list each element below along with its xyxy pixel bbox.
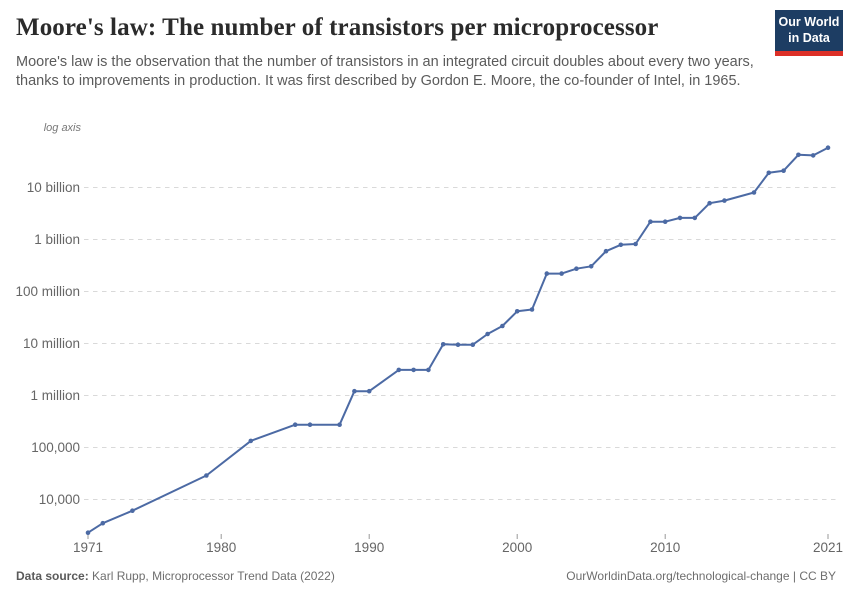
- y-axis-tick-label: 100,000: [31, 440, 80, 455]
- data-point-1993[interactable]: [411, 367, 416, 373]
- data-source-label: Data source:: [16, 569, 89, 583]
- y-axis-tick-label: 10 million: [23, 336, 80, 351]
- y-axis-tick-label: 1 million: [30, 388, 80, 403]
- owid-cc-link[interactable]: OurWorldinData.org/technological-change …: [566, 569, 836, 583]
- chart-footer: Data source: Karl Rupp, Microprocessor T…: [16, 569, 836, 583]
- data-point-2014[interactable]: [722, 198, 727, 203]
- data-point-2013[interactable]: [707, 200, 712, 206]
- data-point-1985[interactable]: [292, 422, 298, 428]
- data-point-1974[interactable]: [130, 508, 135, 513]
- data-point-2003[interactable]: [559, 271, 564, 276]
- data-point-1992[interactable]: [396, 367, 402, 373]
- data-point-2021[interactable]: [825, 145, 831, 150]
- data-point-2005[interactable]: [588, 264, 594, 269]
- data-point-2002[interactable]: [544, 271, 550, 276]
- data-source: Data source: Karl Rupp, Microprocessor T…: [16, 569, 335, 583]
- data-point-1971[interactable]: [85, 530, 91, 535]
- x-axis-tick-label: 1990: [354, 540, 384, 555]
- owid-logo-line2: in Data: [788, 30, 830, 45]
- data-point-1999[interactable]: [500, 323, 505, 329]
- data-point-2008[interactable]: [633, 241, 638, 247]
- data-point-2016[interactable]: [751, 190, 757, 195]
- y-axis-tick-label: 100 million: [15, 284, 80, 299]
- data-point-1995[interactable]: [440, 342, 446, 347]
- x-axis-tick-label: 1971: [73, 540, 103, 555]
- data-point-1990[interactable]: [366, 388, 372, 394]
- chart-title: Moore's law: The number of transistors p…: [16, 14, 659, 41]
- data-point-2007[interactable]: [618, 242, 624, 248]
- y-axis-tick-label: 10,000: [39, 492, 80, 507]
- data-point-2004[interactable]: [574, 266, 579, 272]
- data-source-text: Karl Rupp, Microprocessor Trend Data (20…: [88, 569, 335, 583]
- x-axis-tick-label: 2010: [650, 540, 680, 555]
- y-axis-tick-label: 10 billion: [27, 180, 80, 195]
- data-point-1986[interactable]: [307, 422, 313, 428]
- data-point-1997[interactable]: [470, 342, 476, 348]
- data-point-2017[interactable]: [766, 170, 772, 176]
- data-point-1982[interactable]: [248, 438, 254, 444]
- data-point-1994[interactable]: [426, 367, 431, 373]
- x-axis-tick-label: 1980: [206, 540, 236, 555]
- data-point-2012[interactable]: [692, 215, 698, 221]
- log-axis-label: log axis: [43, 122, 81, 134]
- x-axis-tick-label: 2021: [813, 540, 843, 555]
- data-point-1998[interactable]: [485, 331, 490, 337]
- chart-subtitle: Moore's law is the observation that the …: [16, 54, 754, 90]
- y-axis-tick-label: 1 billion: [34, 232, 80, 247]
- data-point-2019[interactable]: [796, 152, 801, 158]
- data-point-1972[interactable]: [100, 520, 106, 526]
- data-point-2000[interactable]: [514, 309, 520, 314]
- data-point-1989[interactable]: [352, 388, 357, 394]
- data-point-2018[interactable]: [781, 168, 786, 173]
- data-point-1979[interactable]: [204, 473, 209, 478]
- data-point-2001[interactable]: [529, 307, 535, 312]
- data-point-2020[interactable]: [810, 153, 816, 158]
- data-point-2006[interactable]: [603, 248, 609, 254]
- data-point-2010[interactable]: [662, 219, 668, 224]
- owid-logo-line1: Our World: [778, 15, 840, 30]
- data-point-2011[interactable]: [677, 215, 683, 221]
- data-point-1988[interactable]: [337, 422, 342, 428]
- owid-logo[interactable]: Our World in Data: [775, 10, 843, 56]
- transistors-line-chart[interactable]: 10 billion 1 billion 100 million 10 million…: [0, 0, 850, 562]
- x-axis-tick-label: 2000: [502, 540, 532, 555]
- data-point-2009[interactable]: [648, 219, 653, 224]
- data-point-1996[interactable]: [455, 342, 461, 348]
- trend-line[interactable]: [87, 146, 829, 534]
